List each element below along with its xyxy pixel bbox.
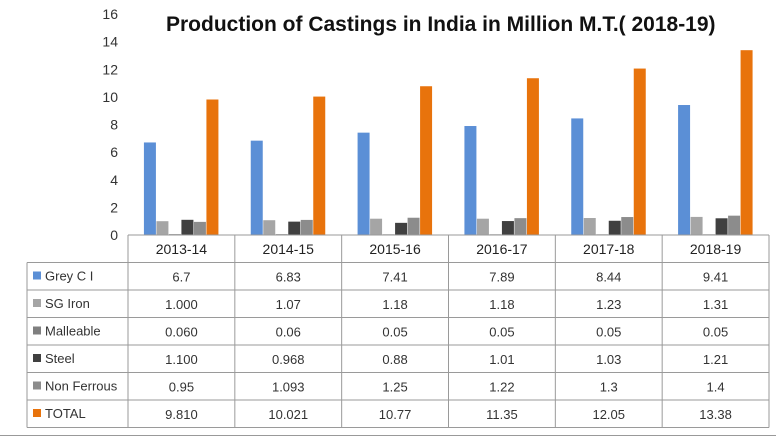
data-cell: 1.100 xyxy=(165,352,198,367)
data-cell: 0.05 xyxy=(703,325,728,340)
y-tick-label: 12 xyxy=(102,61,118,77)
legend-key xyxy=(33,271,41,280)
bar xyxy=(690,216,703,235)
bar xyxy=(370,218,383,235)
data-cell: 7.89 xyxy=(489,270,514,285)
legend-label: TOTAL xyxy=(45,406,86,421)
legend-label: Steel xyxy=(45,351,75,366)
legend-label: Grey C I xyxy=(45,269,93,284)
data-cell: 1.093 xyxy=(272,380,305,395)
category-label: 2015-16 xyxy=(369,241,421,257)
y-tick-label: 8 xyxy=(110,117,118,133)
category-label: 2016-17 xyxy=(476,241,528,257)
bar xyxy=(263,220,276,235)
data-cell: 7.41 xyxy=(382,270,407,285)
data-cell: 1.03 xyxy=(596,352,621,367)
data-cell: 6.83 xyxy=(276,270,301,285)
bar xyxy=(395,222,408,235)
data-cell: 0.05 xyxy=(489,325,514,340)
data-cell: 1.07 xyxy=(276,297,301,312)
chart-title: Production of Castings in India in Milli… xyxy=(166,13,716,36)
bar xyxy=(288,221,301,235)
bar xyxy=(678,105,691,236)
data-cell: 13.38 xyxy=(699,407,732,422)
bar xyxy=(357,132,370,235)
data-cell: 10.021 xyxy=(268,407,308,422)
data-cell: 1.18 xyxy=(489,297,514,312)
data-cell: 9.41 xyxy=(703,270,728,285)
bar xyxy=(193,221,206,235)
bar xyxy=(206,99,219,235)
category-label: 2013-14 xyxy=(156,241,208,257)
legend-label: Malleable xyxy=(45,324,101,339)
y-tick-label: 6 xyxy=(110,144,118,160)
data-cell: 0.05 xyxy=(382,325,407,340)
bar xyxy=(621,217,634,235)
data-cell: 0.060 xyxy=(165,325,198,340)
data-cell: 0.95 xyxy=(169,380,194,395)
data-cell: 1.31 xyxy=(703,297,728,312)
data-cell: 0.06 xyxy=(276,325,301,340)
legend-key xyxy=(33,354,41,362)
y-tick-label: 10 xyxy=(102,89,118,105)
data-cell: 1.000 xyxy=(165,297,198,312)
y-tick-label: 2 xyxy=(110,199,118,215)
data-cell: 1.18 xyxy=(382,297,407,312)
bar xyxy=(501,221,514,235)
data-cell: 1.01 xyxy=(489,352,514,367)
bar xyxy=(407,217,420,235)
category-label: 2018-19 xyxy=(690,241,742,257)
data-cell: 10.77 xyxy=(379,407,412,422)
data-cell: 0.88 xyxy=(382,352,407,367)
bar xyxy=(250,140,263,235)
category-label: 2017-18 xyxy=(583,241,635,257)
data-cell: 6.7 xyxy=(172,270,190,285)
data-cell: 1.23 xyxy=(596,297,621,312)
data-cell: 12.05 xyxy=(592,407,625,422)
data-cell: 1.4 xyxy=(707,380,725,395)
data-cell: 1.21 xyxy=(703,352,728,367)
data-cell: 0.05 xyxy=(596,325,621,340)
y-tick-label: 14 xyxy=(102,34,118,50)
data-cell: 1.25 xyxy=(382,380,407,395)
bar xyxy=(740,50,753,235)
y-tick-label: 4 xyxy=(110,172,118,188)
bar xyxy=(633,68,646,235)
bar xyxy=(464,126,477,235)
legend-key xyxy=(33,409,41,417)
data-cell: 8.44 xyxy=(596,270,621,285)
data-cell: 9.810 xyxy=(165,407,198,422)
bar xyxy=(420,86,433,236)
bar xyxy=(514,218,527,235)
data-cell: 0.968 xyxy=(272,352,305,367)
bar xyxy=(583,218,596,235)
y-tick-label: 0 xyxy=(110,227,118,243)
bar xyxy=(608,220,621,235)
data-cell: 1.22 xyxy=(489,380,514,395)
bar xyxy=(156,221,169,235)
bar xyxy=(728,215,741,235)
bar xyxy=(181,219,194,235)
y-tick-label: 16 xyxy=(102,6,118,22)
legend-label: SG Iron xyxy=(45,296,90,311)
bar xyxy=(476,218,489,235)
category-label: 2014-15 xyxy=(263,241,315,257)
bar xyxy=(526,78,539,235)
data-cell: 1.3 xyxy=(600,380,618,395)
bar xyxy=(715,218,728,235)
legend-key xyxy=(33,326,41,335)
legend-key xyxy=(33,381,41,390)
bar xyxy=(313,96,326,235)
data-cell: 11.35 xyxy=(486,407,518,422)
bar xyxy=(143,142,156,235)
legend-label: Non Ferrous xyxy=(45,379,118,394)
bar xyxy=(571,118,584,235)
legend-key xyxy=(33,299,41,307)
bar xyxy=(300,219,313,235)
